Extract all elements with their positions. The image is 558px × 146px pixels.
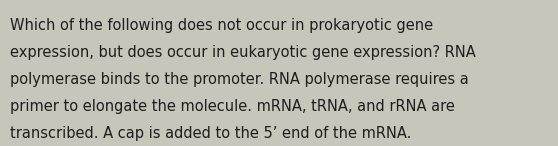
Text: expression, but does occur in eukaryotic gene expression? RNA: expression, but does occur in eukaryotic… bbox=[10, 45, 476, 60]
Text: polymerase binds to the promoter. RNA polymerase requires a: polymerase binds to the promoter. RNA po… bbox=[10, 72, 469, 87]
Text: transcribed. A cap is added to the 5’ end of the mRNA.: transcribed. A cap is added to the 5’ en… bbox=[10, 126, 411, 141]
Text: Which of the following does not occur in prokaryotic gene: Which of the following does not occur in… bbox=[10, 18, 433, 33]
Text: primer to elongate the molecule. mRNA, tRNA, and rRNA are: primer to elongate the molecule. mRNA, t… bbox=[10, 99, 455, 114]
